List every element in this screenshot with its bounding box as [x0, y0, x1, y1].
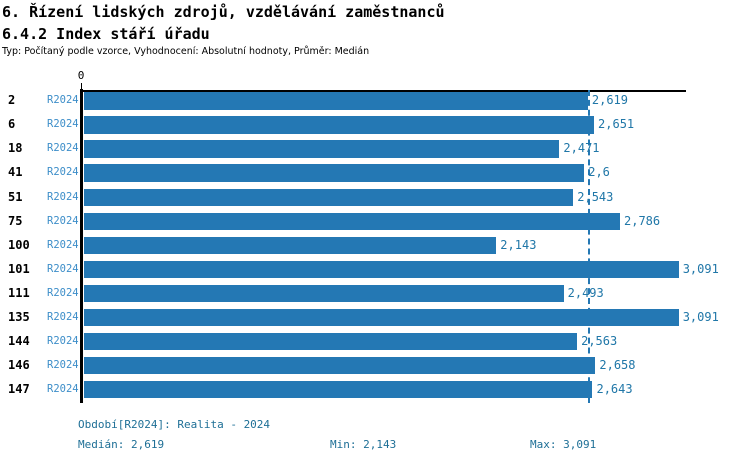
bar-row: 144 R2024 2,563 [0, 332, 750, 351]
value-label: 2,651 [598, 117, 635, 132]
bar-row: 75 R2024 2,786 [0, 212, 750, 230]
value-label: 3,091 [682, 309, 719, 324]
value-label: 2,471 [563, 141, 600, 156]
series-label: R2024 [47, 382, 79, 395]
category-label: 51 [8, 189, 23, 204]
series-label: R2024 [47, 142, 79, 155]
chart-subtitle: 6.4.2 Index stáří úřadu [2, 25, 210, 43]
category-label: 144 [8, 333, 30, 348]
value-label: 2,6 [588, 165, 610, 180]
value-label: 2,786 [624, 213, 661, 228]
series-label: R2024 [47, 238, 79, 251]
bar-row: 135 R2024 3,091 [0, 308, 750, 327]
x-axis-tick-mark [80, 83, 82, 91]
median-reference-line [587, 90, 590, 403]
plot-top-border [83, 90, 686, 92]
category-label: 147 [8, 381, 30, 396]
series-label: R2024 [47, 94, 79, 107]
bar [84, 356, 596, 375]
bar [84, 380, 593, 399]
bar-row: 147 R2024 2,643 [0, 380, 750, 399]
bar [84, 92, 588, 110]
series-label: R2024 [47, 166, 79, 179]
bar [84, 332, 578, 351]
value-label: 2,543 [577, 189, 614, 204]
bar [84, 236, 497, 254]
bar-row: 111 R2024 2,493 [0, 284, 750, 302]
category-label: 18 [8, 141, 23, 156]
min-caption: Min: 2,143 [330, 438, 397, 451]
bar-row: 146 R2024 2,658 [0, 356, 750, 375]
bar [84, 188, 574, 206]
x-axis-tick-label: 0 [77, 69, 85, 82]
bar [84, 164, 585, 182]
category-label: 2 [8, 93, 16, 108]
series-label: R2024 [47, 310, 79, 323]
value-label: 2,493 [567, 285, 604, 300]
value-label: 2,658 [599, 357, 636, 372]
chart-title: 6. Řízení lidských zdrojů, vzdělávání za… [2, 3, 445, 21]
category-label: 6 [8, 117, 16, 132]
value-label: 2,143 [500, 237, 537, 252]
bar-row: 51 R2024 2,543 [0, 188, 750, 206]
bar [84, 212, 620, 230]
value-label: 2,643 [596, 381, 633, 396]
bar-row: 41 R2024 2,6 [0, 164, 750, 182]
bar [84, 308, 679, 327]
category-label: 135 [8, 309, 30, 324]
category-label: 101 [8, 261, 30, 276]
bar-row: 2 R2024 2,619 [0, 92, 750, 110]
median-caption: Medián: 2,619 [78, 438, 165, 451]
series-label: R2024 [47, 214, 79, 227]
series-label: R2024 [47, 286, 79, 299]
bar-row: 101 R2024 3,091 [0, 260, 750, 278]
category-label: 75 [8, 213, 23, 228]
bar-row: 6 R2024 2,651 [0, 116, 750, 134]
value-label: 2,619 [591, 93, 628, 108]
period-caption: Období[R2024]: Realita - 2024 [78, 418, 271, 431]
series-label: R2024 [47, 358, 79, 371]
category-label: 41 [8, 165, 23, 180]
category-label: 111 [8, 285, 30, 300]
bar-row: 100 R2024 2,143 [0, 236, 750, 254]
series-label: R2024 [47, 334, 79, 347]
bar [84, 260, 679, 278]
y-axis-line [80, 89, 83, 403]
series-label: R2024 [47, 190, 79, 203]
max-caption: Max: 3,091 [530, 438, 597, 451]
bar-row: 18 R2024 2,471 [0, 140, 750, 158]
category-label: 100 [8, 237, 30, 252]
bar [84, 116, 595, 134]
value-label: 3,091 [682, 261, 719, 276]
bar [84, 140, 560, 158]
category-label: 146 [8, 357, 30, 372]
series-label: R2024 [47, 262, 79, 275]
bar [84, 284, 564, 302]
chart-meta-line: Typ: Počítaný podle vzorce, Vyhodnocení:… [2, 46, 370, 57]
series-label: R2024 [47, 118, 79, 131]
value-label: 2,563 [581, 333, 618, 348]
